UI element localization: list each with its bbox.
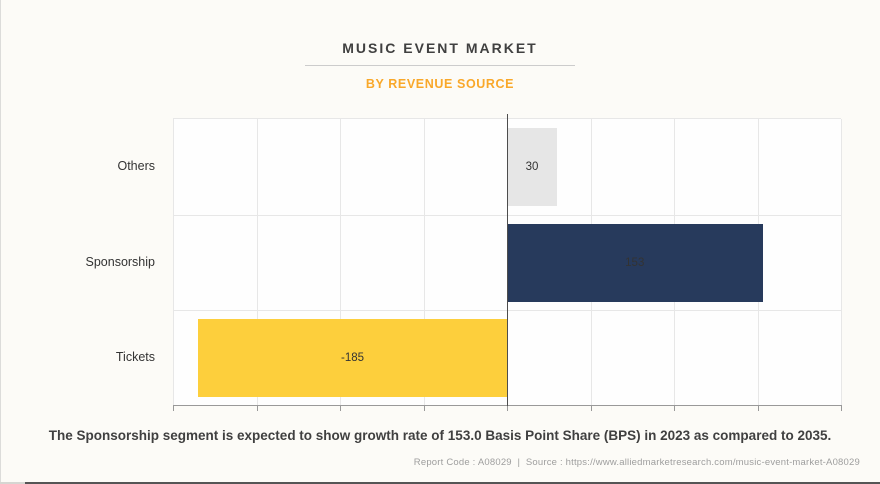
bar-sponsorship[interactable]: 153 (507, 223, 763, 302)
bottom-edge-left-segment (0, 482, 25, 484)
category-label-sponsorship: Sponsorship (85, 254, 156, 269)
bar-tickets[interactable]: -185 (198, 319, 507, 398)
x-axis-tick (674, 406, 675, 411)
x-axis-tick (423, 406, 425, 411)
x-axis-tick (340, 406, 341, 411)
bar-value-label: 153 (625, 256, 645, 269)
y-axis-category-labels: Others Sponsorship Tickets (0, 118, 163, 405)
footer-divider: | (511, 457, 526, 468)
plot-area: 30 153 -185 (173, 114, 842, 411)
x-axis-tick (757, 406, 759, 411)
vertical-gridline (340, 119, 341, 405)
category-label-others: Others (117, 158, 155, 173)
insight-statement: The Sponsorship segment is expected to s… (48, 428, 832, 443)
bar-value-label: 30 (525, 160, 539, 173)
zero-baseline (507, 114, 508, 406)
bottom-edge-strip (25, 482, 880, 484)
chart-title: MUSIC EVENT MARKET (342, 40, 538, 56)
title-underline (305, 65, 575, 66)
x-axis-tick (256, 406, 258, 411)
report-footer: Report Code : A08029 | Source : https://… (414, 457, 860, 468)
vertical-gridline (841, 119, 842, 405)
source-text: Source : https://www.alliedmarketresearc… (525, 457, 860, 468)
x-axis-tick (841, 406, 842, 411)
bar-others[interactable]: 30 (507, 127, 558, 206)
bar-value-label: -185 (341, 352, 365, 365)
x-axis-tick (173, 406, 174, 411)
vertical-gridline (423, 119, 425, 405)
x-axis-tick (590, 406, 592, 411)
vertical-gridline (256, 119, 258, 405)
x-axis-tick (507, 406, 508, 411)
page-left-border (0, 0, 1, 484)
vertical-gridline (173, 119, 174, 405)
report-code-text: Report Code : A08029 (413, 457, 512, 468)
chart-subtitle: BY REVENUE SOURCE (365, 77, 515, 91)
category-label-tickets: Tickets (115, 350, 155, 365)
